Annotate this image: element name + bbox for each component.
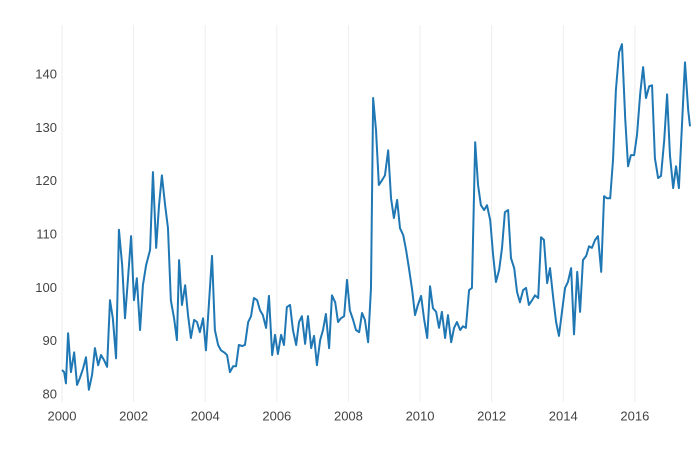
x-tick-label: 2008: [334, 408, 363, 423]
y-tick-label: 130: [35, 120, 57, 135]
x-tick-label: 2000: [48, 408, 77, 423]
x-tick-label: 2016: [620, 408, 649, 423]
y-tick-label: 140: [35, 67, 57, 82]
line: [61, 43, 691, 391]
y-tick-label: 80: [43, 387, 57, 402]
x-tick-label: 2006: [262, 408, 291, 423]
y-tick-label: 100: [35, 280, 57, 295]
y-tick-label: 90: [43, 333, 57, 348]
x-tick-label: 2014: [549, 408, 578, 423]
y-tick-label: 120: [35, 173, 57, 188]
x-tick-label: 2010: [406, 408, 435, 423]
x-tick-label: 2012: [477, 408, 506, 423]
y-tick-label: 110: [36, 227, 57, 242]
x-tick-label: 2004: [191, 408, 220, 423]
x-tick-label: 2002: [119, 408, 148, 423]
